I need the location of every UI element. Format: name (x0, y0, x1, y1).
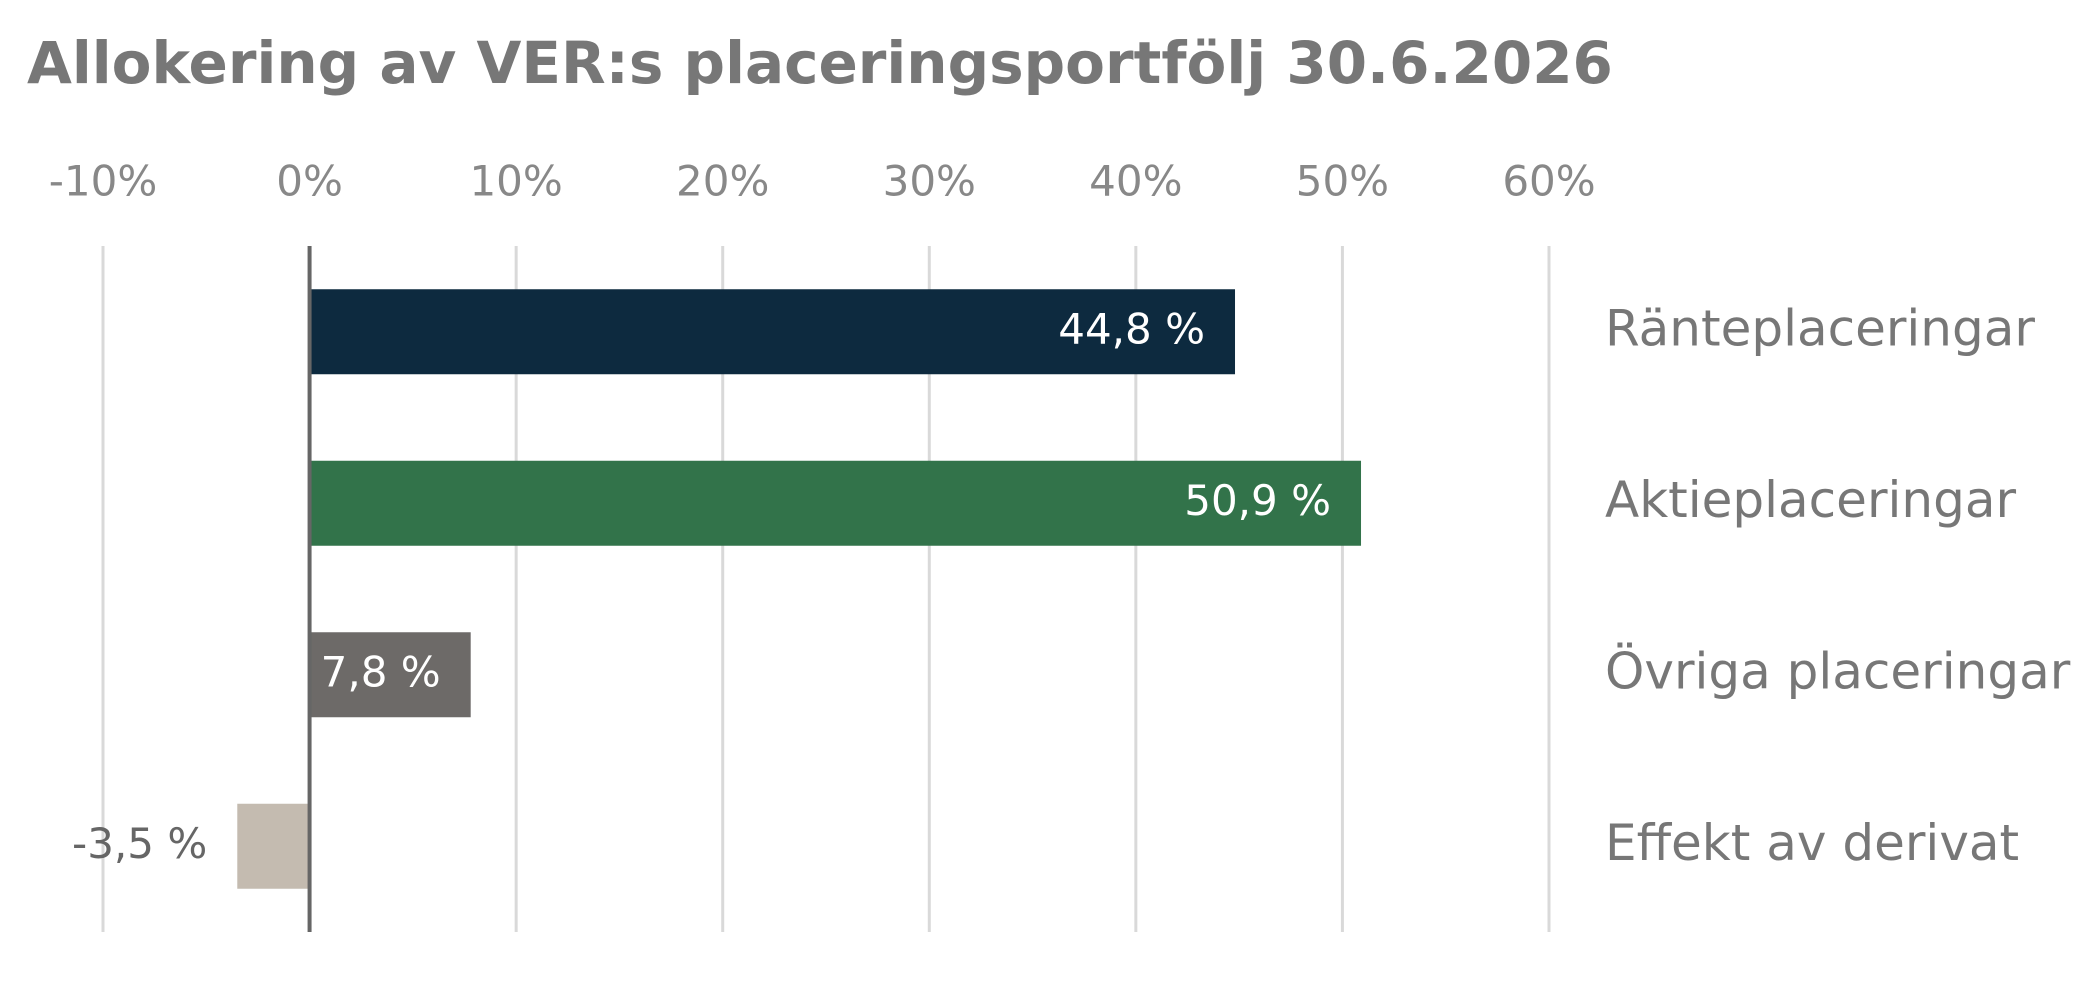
x-tick-label: 50% (1296, 157, 1389, 206)
x-tick-label: 10% (469, 157, 562, 206)
value-label: 44,8 % (1058, 304, 1205, 353)
value-label: 50,9 % (1184, 476, 1331, 525)
category-label: Aktieplaceringar (1605, 471, 2016, 529)
bar (309, 632, 471, 718)
category-label: Ränteplaceringar (1605, 299, 2035, 357)
category-label: Övriga placeringar (1605, 642, 2071, 700)
value-label: 7,8 % (321, 647, 441, 696)
x-tick-label: 40% (1089, 157, 1182, 206)
bar (309, 289, 1236, 375)
x-tick-label: 0% (276, 157, 343, 206)
x-tick-label: 30% (883, 157, 976, 206)
x-tick-label: -10% (49, 157, 158, 206)
bar (237, 803, 310, 889)
x-tick-label: 20% (676, 157, 769, 206)
category-label: Effekt av derivat (1605, 814, 2019, 872)
chart-title: Allokering av VER:s placeringsportfölj 3… (27, 29, 1613, 97)
value-label: -3,5 % (72, 819, 207, 868)
x-tick-label: 60% (1502, 157, 1595, 206)
bar (309, 460, 1362, 546)
